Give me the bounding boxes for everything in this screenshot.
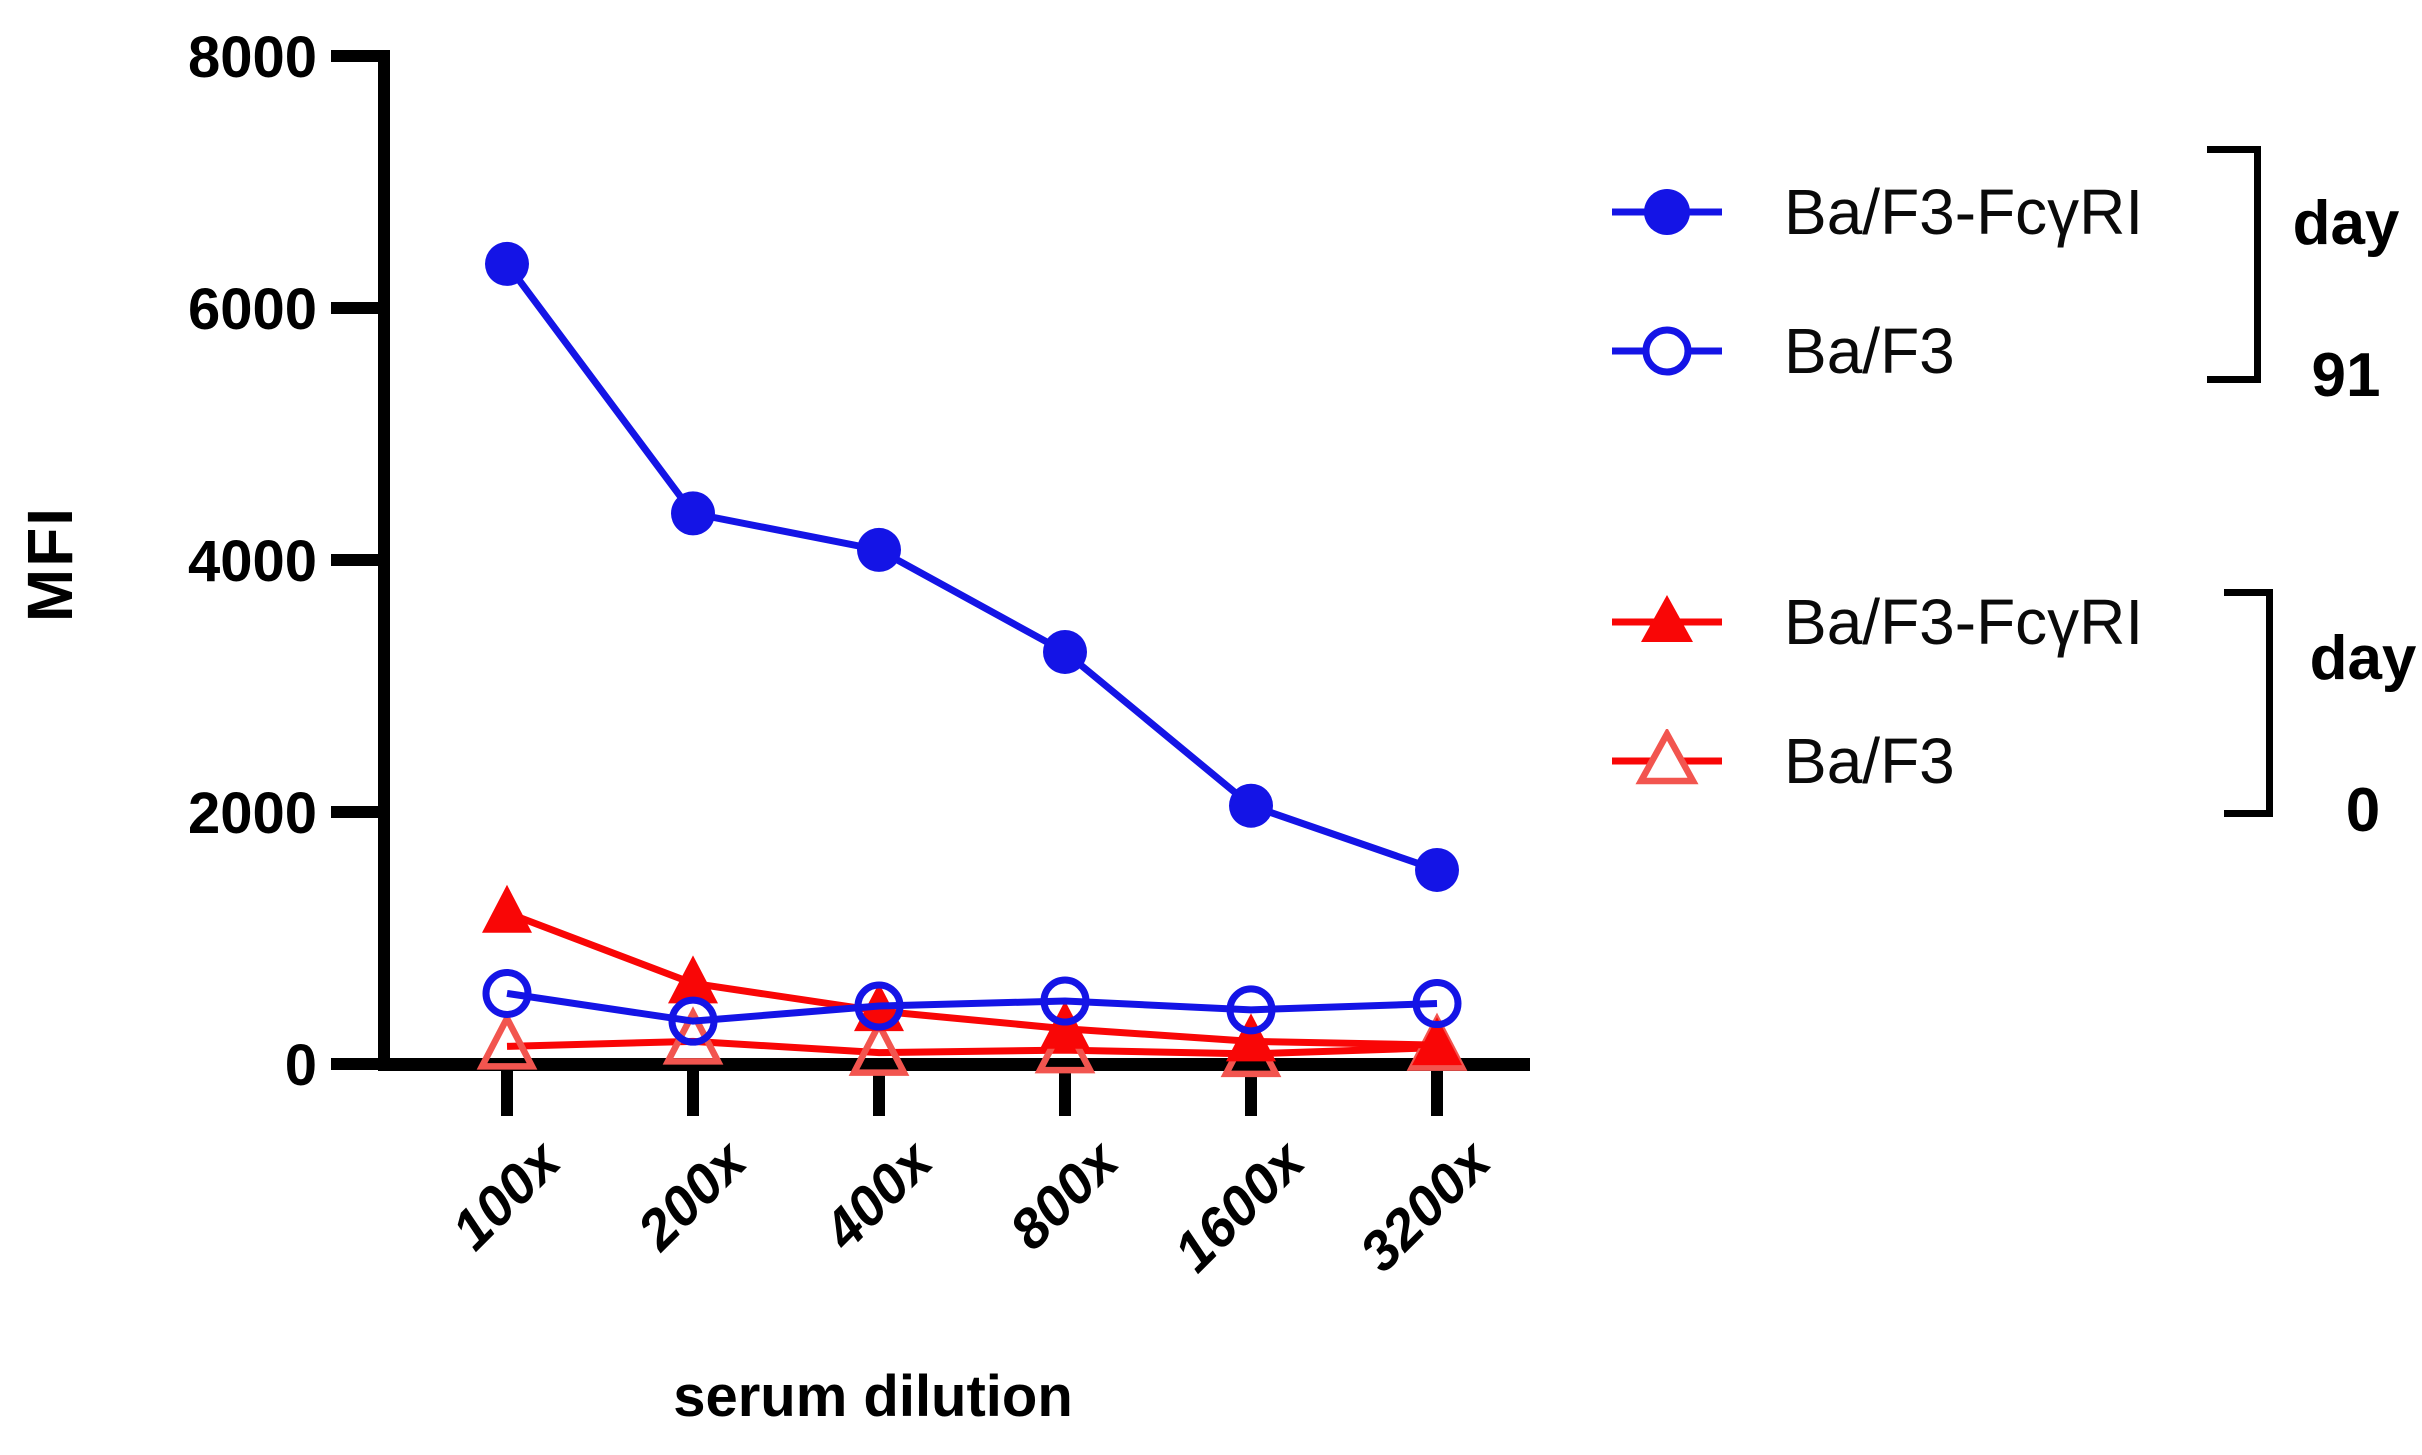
data-point <box>1226 1013 1276 1062</box>
x-tick <box>873 1064 885 1116</box>
data-point <box>1229 783 1273 828</box>
legend-row-ba-f3-fc-ri: Ba/F3-FcγRI <box>1612 180 2143 244</box>
y-tick-label: 6000 <box>188 277 317 342</box>
data-point <box>476 1011 538 1070</box>
data-point <box>1040 976 1090 1026</box>
y-tick <box>331 554 390 566</box>
data-point <box>482 968 532 1018</box>
data-point <box>668 996 718 1046</box>
x-tick <box>1059 1064 1071 1116</box>
y-tick <box>331 50 390 62</box>
y-tick-label: 4000 <box>188 529 317 594</box>
data-point <box>1226 985 1276 1035</box>
triangle-open-marker-icon <box>1612 727 1722 793</box>
day-0-bracket <box>2224 589 2273 817</box>
legend-series-label: Ba/F3 <box>1784 315 1955 387</box>
day-91-label: day 91 <box>2292 189 2400 410</box>
x-tick <box>687 1064 699 1116</box>
series-line-0 <box>504 261 1439 874</box>
y-tick-label: 2000 <box>188 781 317 846</box>
y-tick-label: 0 <box>285 1033 317 1098</box>
series-line-2 <box>505 909 1438 1049</box>
x-axis-line <box>378 1058 1530 1071</box>
series-line-3 <box>506 1037 1438 1058</box>
day-91-bracket <box>2207 146 2261 383</box>
y-tick <box>331 806 390 818</box>
x-axis-title: serum dilution <box>673 1364 1073 1429</box>
y-tick <box>331 1058 390 1070</box>
day-0-label: day 0 <box>2309 624 2417 845</box>
series-line-1 <box>506 989 1438 1025</box>
data-point <box>854 981 904 1031</box>
legend-row-ba-f3: Ba/F3 <box>1612 319 1955 383</box>
y-tick <box>331 302 390 314</box>
y-tick-label: 8000 <box>188 25 317 90</box>
legend-row-ba-f3: Ba/F3 <box>1612 725 1955 797</box>
data-point <box>1412 1017 1462 1066</box>
y-axis-title: MFI <box>14 505 86 623</box>
data-point <box>1043 629 1087 674</box>
circle-filled-marker-icon <box>1612 180 1722 244</box>
data-point <box>857 527 901 572</box>
data-point <box>848 1017 910 1076</box>
data-point <box>482 884 532 933</box>
x-tick <box>501 1064 513 1116</box>
data-point <box>668 955 718 1004</box>
legend-row-ba-f3-fc-ri: Ba/F3-FcγRI <box>1612 590 2143 654</box>
data-point <box>485 241 529 286</box>
data-point <box>1415 847 1459 892</box>
circle-open-marker-icon <box>1612 319 1722 383</box>
x-tick <box>1431 1064 1443 1116</box>
legend-series-label: Ba/F3-FcγRI <box>1784 586 2144 658</box>
triangle-filled-marker-icon <box>1612 590 1722 654</box>
legend-series-label: Ba/F3-FcγRI <box>1784 176 2144 248</box>
data-point <box>1412 979 1462 1029</box>
data-point <box>671 491 715 536</box>
legend-series-label: Ba/F3 <box>1784 725 1955 797</box>
